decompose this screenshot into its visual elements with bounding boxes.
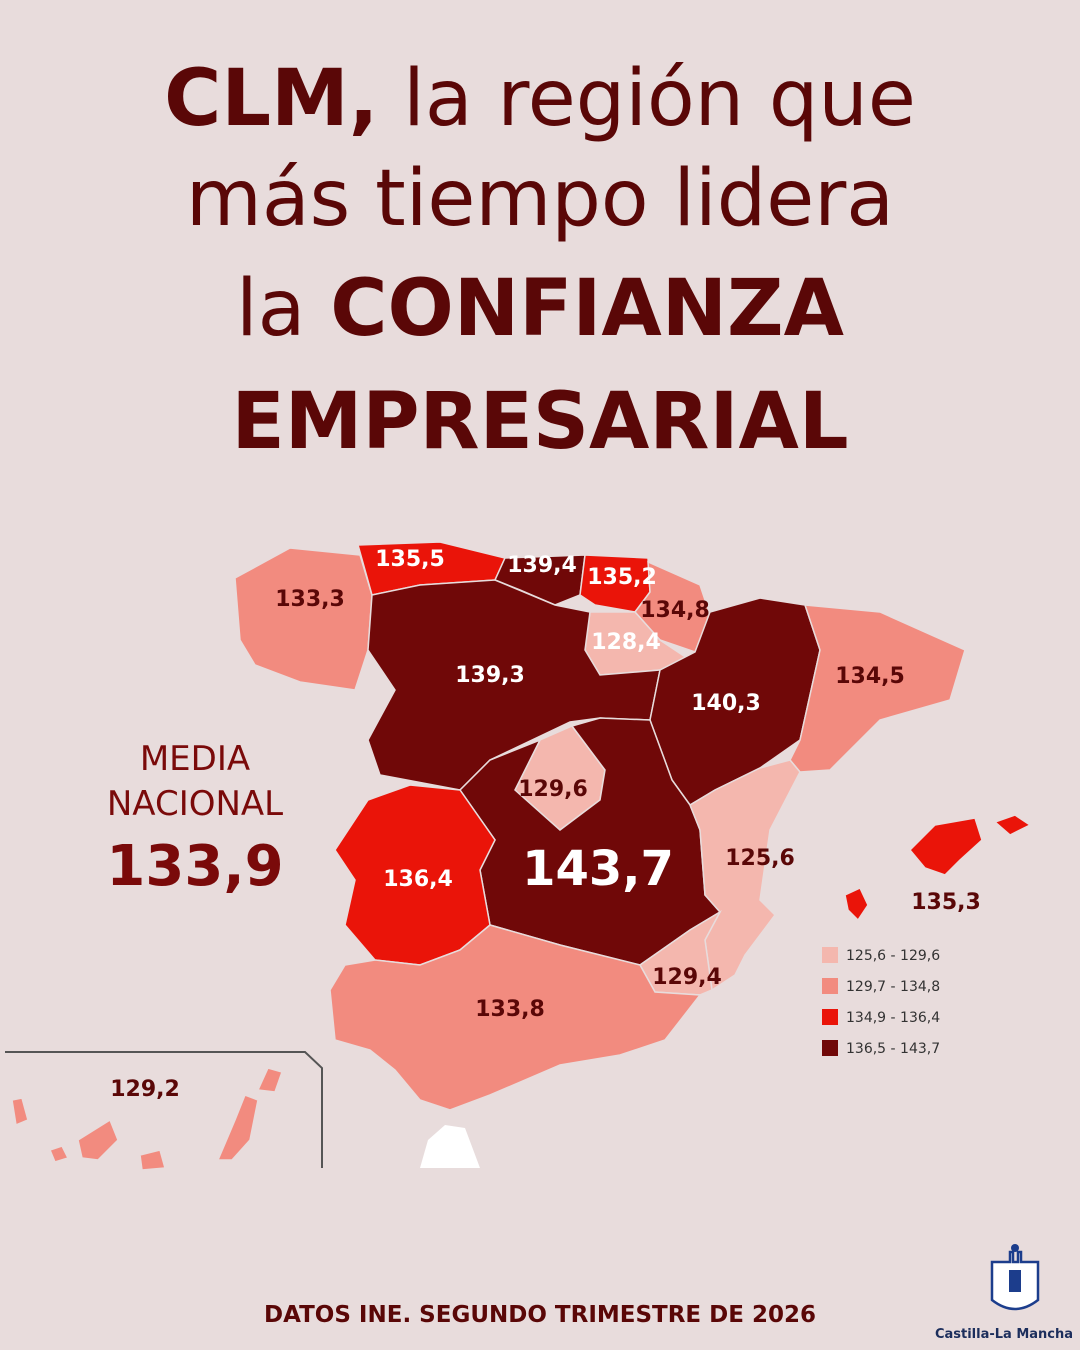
region xyxy=(11,1067,283,1171)
region xyxy=(689,759,801,992)
logo-text: Castilla-La Mancha xyxy=(935,1327,1073,1342)
legend-swatch xyxy=(822,947,838,963)
title-line: CLM, la región que xyxy=(164,54,916,144)
legend-label: 129,7 - 134,8 xyxy=(846,979,940,995)
title-regular: la región que xyxy=(378,54,915,144)
title-line: la CONFIANZA xyxy=(236,264,844,354)
region-label: 128,4 xyxy=(591,630,661,655)
map xyxy=(5,541,1032,1171)
logo: Castilla-La Mancha xyxy=(935,1244,1073,1342)
region xyxy=(844,814,1032,922)
region-label: 139,3 xyxy=(455,663,525,688)
legend-label: 125,6 - 129,6 xyxy=(846,948,940,964)
region xyxy=(234,547,373,691)
legend-swatch xyxy=(822,1009,838,1025)
region-label: 129,2 xyxy=(110,1077,180,1102)
region-label: 135,3 xyxy=(911,890,981,915)
legend: 125,6 - 129,6 129,7 - 134,8 134,9 - 136,… xyxy=(822,947,940,1057)
title-bold: CONFIANZA xyxy=(330,264,844,354)
title-regular: la xyxy=(236,264,330,354)
title-line: más tiempo lidera xyxy=(186,154,894,244)
region-label: 135,2 xyxy=(587,565,657,590)
legend-swatch xyxy=(822,978,838,994)
region-label: 134,8 xyxy=(640,598,710,623)
legend-swatch xyxy=(822,1040,838,1056)
average-value: 133,9 xyxy=(106,834,283,899)
average-label: MEDIA xyxy=(140,739,250,779)
title-regular: más tiempo lidera xyxy=(186,154,894,244)
region-label: 133,3 xyxy=(275,587,345,612)
average-label: NACIONAL xyxy=(107,784,283,824)
footer-source: DATOS INE. SEGUNDO TRIMESTRE DE 2026 xyxy=(264,1302,816,1328)
canary-frame xyxy=(5,1051,323,1168)
region-label: 136,4 xyxy=(383,867,453,892)
region-label: 140,3 xyxy=(691,691,761,716)
legend-label: 136,5 - 143,7 xyxy=(846,1041,940,1057)
region xyxy=(329,924,702,1111)
region xyxy=(634,560,711,653)
region-label: 125,6 xyxy=(725,846,795,871)
title-bold: CLM, xyxy=(164,54,378,144)
region-label: 139,4 xyxy=(507,553,577,578)
region-label: 129,6 xyxy=(518,777,588,802)
region-label: 133,8 xyxy=(475,997,545,1022)
region-label: 143,7 xyxy=(522,841,674,897)
region xyxy=(789,604,966,773)
region-label: 134,5 xyxy=(835,664,905,689)
legend-label: 134,9 - 136,4 xyxy=(846,1010,940,1026)
region-label: 129,4 xyxy=(652,965,722,990)
region-label: 135,5 xyxy=(375,547,445,572)
ceuta-shape xyxy=(420,1125,480,1168)
title-line: EMPRESARIAL xyxy=(231,377,848,467)
